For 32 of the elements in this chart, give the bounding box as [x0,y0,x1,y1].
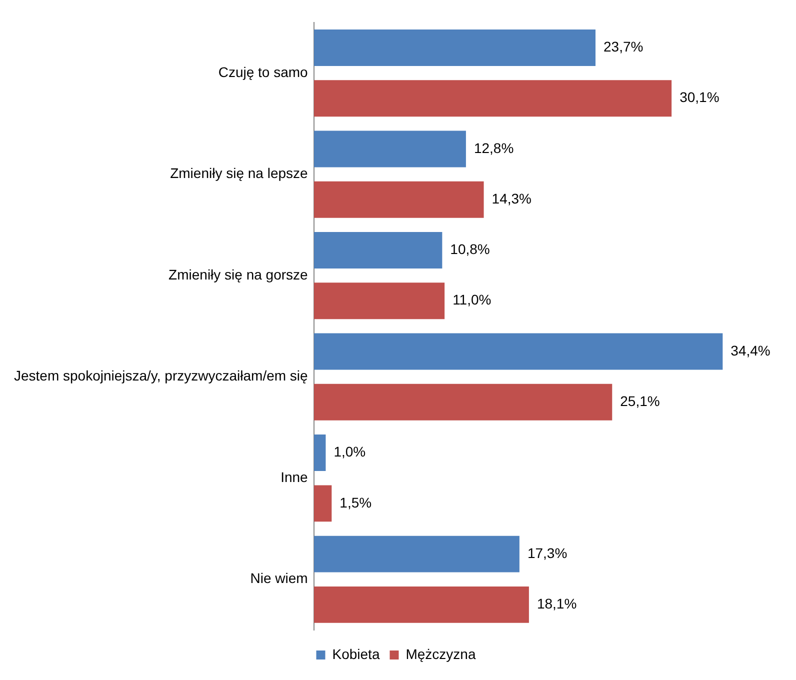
bar [314,181,484,218]
legend-label: Kobieta [332,646,380,662]
bar [314,333,723,370]
bar [314,384,612,420]
y-tick-label: Jestem spokojniejsza/y, przyzwyczaiłam/em się [14,368,308,384]
y-tick-label: Zmieniły się na gorsze [168,266,308,282]
bar [314,130,466,168]
data-label: 23,7% [604,38,644,55]
bar [314,434,326,472]
bar [314,232,442,268]
y-tick-label: Zmieniły się na lepsze [170,165,308,182]
data-label: 30,1% [680,89,720,106]
data-label: 34,4% [730,342,770,358]
data-label: 17,3% [527,544,568,561]
data-label: 1,0% [334,444,366,460]
data-label: 14,3% [492,190,532,206]
y-tick-label: Inne [280,468,308,485]
bar [314,29,596,66]
bar [314,536,520,572]
legend-label: Mężczyzna [406,646,476,662]
data-label: 25,1% [620,393,660,410]
data-label: 18,1% [536,596,577,612]
data-label: 10,8% [450,241,490,258]
bar [314,282,445,320]
data-label: 12,8% [474,140,514,156]
data-label: 1,5% [340,494,372,510]
data-label: 11,0% [452,292,492,308]
bar [314,485,332,522]
bar [314,80,672,117]
bar [314,586,529,623]
y-tick-label: Czuję to samo [218,64,308,80]
y-tick-label: Nie wiem [250,570,308,586]
